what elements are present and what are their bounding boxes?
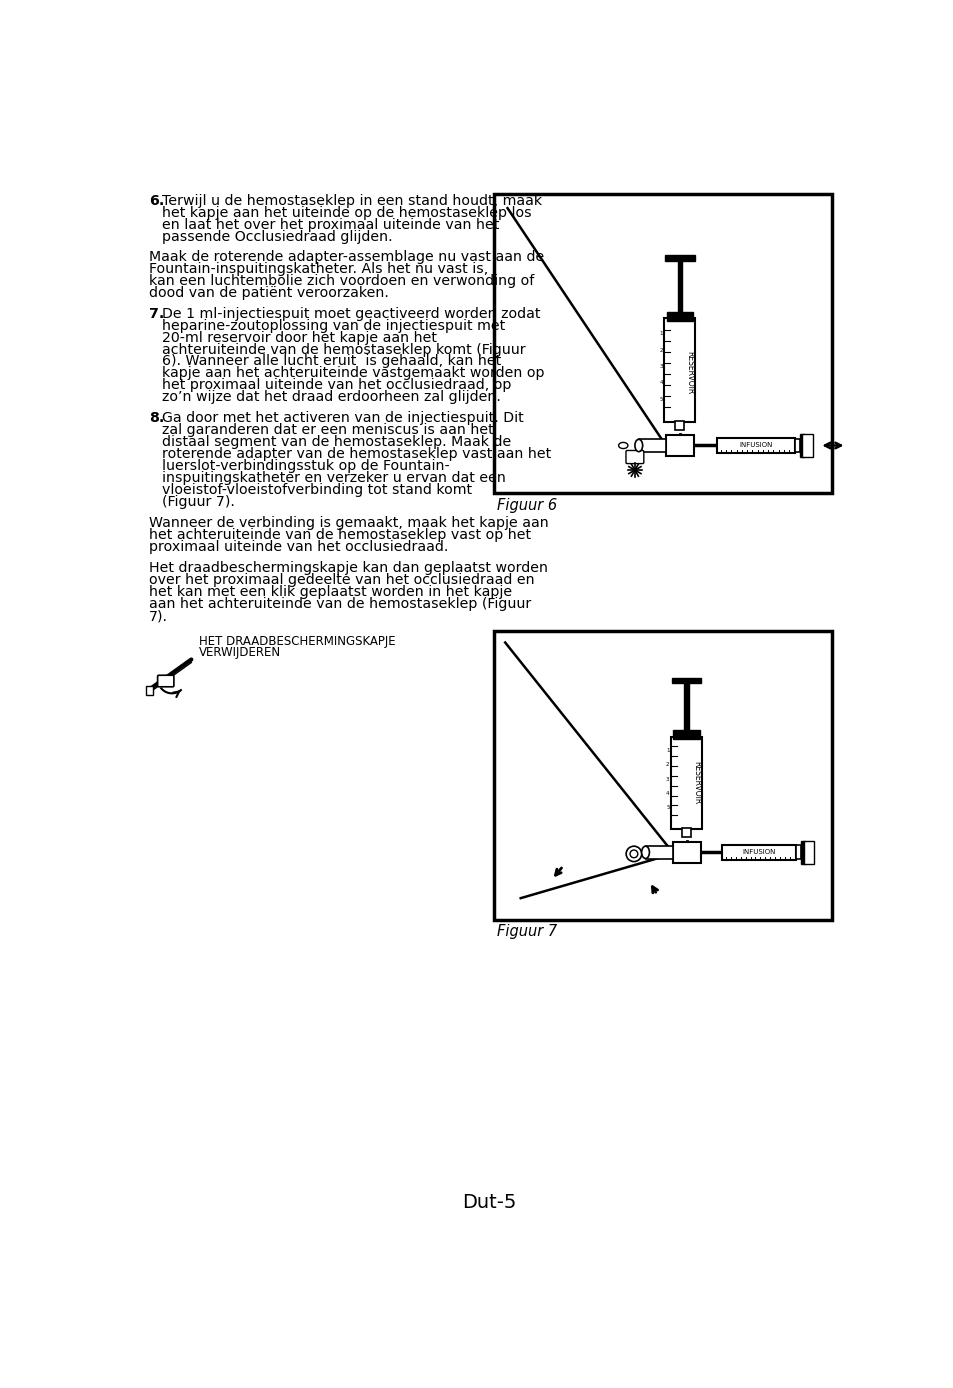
Text: vloeistof-vloeistofverbinding tot stand komt: vloeistof-vloeistofverbinding tot stand … xyxy=(162,483,472,497)
Text: VERWIJDEREN: VERWIJDEREN xyxy=(199,645,281,658)
Bar xyxy=(664,255,694,261)
Bar xyxy=(672,841,700,863)
Text: 3: 3 xyxy=(665,777,669,781)
Text: 4: 4 xyxy=(659,380,662,386)
Bar xyxy=(801,841,804,863)
Text: Fountain-inspuitingskatheter. Als het nu vast is,: Fountain-inspuitingskatheter. Als het nu… xyxy=(149,262,487,276)
Text: kapje aan het achteruiteinde vastgemaakt worden op: kapje aan het achteruiteinde vastgemaakt… xyxy=(162,366,544,380)
Text: INFUSION: INFUSION xyxy=(739,441,772,448)
Text: 4: 4 xyxy=(665,791,669,795)
Text: achteruiteinde van de hemostaseklep komt (Figuur: achteruiteinde van de hemostaseklep komt… xyxy=(162,343,525,357)
Text: zal garanderen dat er een meniscus is aan het: zal garanderen dat er een meniscus is aa… xyxy=(162,423,493,437)
Text: het achteruiteinde van de hemostaseklep vast op het: het achteruiteinde van de hemostaseklep … xyxy=(149,529,530,543)
Text: en laat het over het proximaal uiteinde van het: en laat het over het proximaal uiteinde … xyxy=(162,218,498,232)
Bar xyxy=(717,437,794,454)
Text: passende Occlusiedraad glijden.: passende Occlusiedraad glijden. xyxy=(162,230,392,244)
Text: over het proximaal gedeelte van het occlusiedraad en: over het proximaal gedeelte van het occl… xyxy=(149,573,534,587)
Text: 7.: 7. xyxy=(149,307,164,321)
Text: INFUSION: INFUSION xyxy=(741,848,775,855)
Text: 6). Wanneer alle lucht eruit  is gehaald, kan het: 6). Wanneer alle lucht eruit is gehaald,… xyxy=(162,354,500,368)
Text: heparine-zoutoplossing van de injectiespuit met: heparine-zoutoplossing van de injectiesp… xyxy=(162,319,504,333)
Text: Het draadbeschermingskapje kan dan geplaatst worden: Het draadbeschermingskapje kan dan gepla… xyxy=(149,561,547,575)
Bar xyxy=(663,318,695,422)
Text: zo’n wijze dat het draad erdoorheen zal glijden.: zo’n wijze dat het draad erdoorheen zal … xyxy=(162,390,500,404)
Text: 7).: 7). xyxy=(149,609,168,623)
Bar xyxy=(683,683,688,733)
Bar xyxy=(675,421,684,430)
Circle shape xyxy=(625,847,641,862)
Bar xyxy=(666,311,692,321)
Text: Dut-5: Dut-5 xyxy=(461,1194,516,1212)
Text: roterende adapter van de hemostaseklep vast aan het: roterende adapter van de hemostaseklep v… xyxy=(162,447,551,461)
Text: RESERVOIR: RESERVOIR xyxy=(691,762,700,805)
Bar xyxy=(795,845,801,859)
Text: luerslot-verbindingsstuk op de Fountain-: luerslot-verbindingsstuk op de Fountain- xyxy=(162,459,449,473)
Text: 8.: 8. xyxy=(149,411,164,426)
Circle shape xyxy=(629,849,638,858)
Text: 2: 2 xyxy=(659,348,662,353)
Bar xyxy=(800,434,803,457)
Text: (Figuur 7).: (Figuur 7). xyxy=(162,496,234,509)
Bar xyxy=(146,686,152,695)
Text: 1: 1 xyxy=(659,332,662,336)
Text: het proximaal uiteinde van het occlusiedraad, op: het proximaal uiteinde van het occlusied… xyxy=(162,379,511,393)
Text: het kapje aan het uiteinde op de hemostaseklep los: het kapje aan het uiteinde op de hemosta… xyxy=(162,207,531,221)
Text: het kan met een klik geplaatst worden in het kapje: het kan met een klik geplaatst worden in… xyxy=(149,586,512,600)
Bar xyxy=(801,434,812,457)
Text: Wanneer de verbinding is gemaakt, maak het kapje aan: Wanneer de verbinding is gemaakt, maak h… xyxy=(149,516,548,530)
Bar xyxy=(639,440,665,451)
Text: inspuitingskatheter en verzeker u ervan dat een: inspuitingskatheter en verzeker u ervan … xyxy=(162,471,505,486)
Text: Figuur 7: Figuur 7 xyxy=(497,924,557,940)
FancyBboxPatch shape xyxy=(625,451,643,464)
Text: Terwijl u de hemostaseklep in een stand houdt, maak: Terwijl u de hemostaseklep in een stand … xyxy=(162,194,541,208)
Bar xyxy=(677,261,681,315)
Bar xyxy=(665,434,693,457)
Text: distaal segment van de hemostaseklep. Maak de: distaal segment van de hemostaseklep. Ma… xyxy=(162,436,511,450)
Text: De 1 ml-injectiespuit moet geactiveerd worden zodat: De 1 ml-injectiespuit moet geactiveerd w… xyxy=(162,307,539,321)
Text: RESERVOIR: RESERVOIR xyxy=(684,351,694,394)
Text: dood van de patiënt veroorzaken.: dood van de patiënt veroorzaken. xyxy=(149,286,388,300)
Bar xyxy=(802,841,814,863)
Text: aan het achteruiteinde van de hemostaseklep (Figuur: aan het achteruiteinde van de hemostasek… xyxy=(149,597,531,611)
Bar xyxy=(681,827,691,837)
Ellipse shape xyxy=(641,847,649,859)
Text: kan een luchtembolie zich voordoen en verwonding of: kan een luchtembolie zich voordoen en ve… xyxy=(149,273,534,287)
Text: 6.: 6. xyxy=(149,194,164,208)
Bar xyxy=(645,847,672,859)
Bar xyxy=(721,845,795,861)
Text: 20-ml reservoir door het kapje aan het: 20-ml reservoir door het kapje aan het xyxy=(162,330,436,344)
Text: proximaal uiteinde van het occlusiedraad.: proximaal uiteinde van het occlusiedraad… xyxy=(149,540,448,554)
Text: Maak de roterende adapter-assemblage nu vast aan de: Maak de roterende adapter-assemblage nu … xyxy=(149,250,543,264)
Bar xyxy=(794,439,800,452)
FancyBboxPatch shape xyxy=(157,675,173,687)
Ellipse shape xyxy=(635,440,642,451)
Bar xyxy=(493,194,831,493)
Bar xyxy=(493,632,831,920)
Text: Figuur 6: Figuur 6 xyxy=(497,498,557,512)
Bar xyxy=(671,677,700,683)
Bar xyxy=(670,737,701,829)
Text: 1: 1 xyxy=(665,748,669,754)
Text: 5: 5 xyxy=(659,397,662,401)
Text: Ga door met het activeren van de injectiespuit. Dit: Ga door met het activeren van de injecti… xyxy=(162,411,523,426)
Text: 2: 2 xyxy=(665,762,669,768)
Bar xyxy=(673,730,700,740)
Ellipse shape xyxy=(618,443,627,448)
Text: 3: 3 xyxy=(659,364,662,369)
Text: HET DRAADBESCHERMINGSKAPJE: HET DRAADBESCHERMINGSKAPJE xyxy=(199,634,395,648)
Text: 5: 5 xyxy=(665,805,669,811)
